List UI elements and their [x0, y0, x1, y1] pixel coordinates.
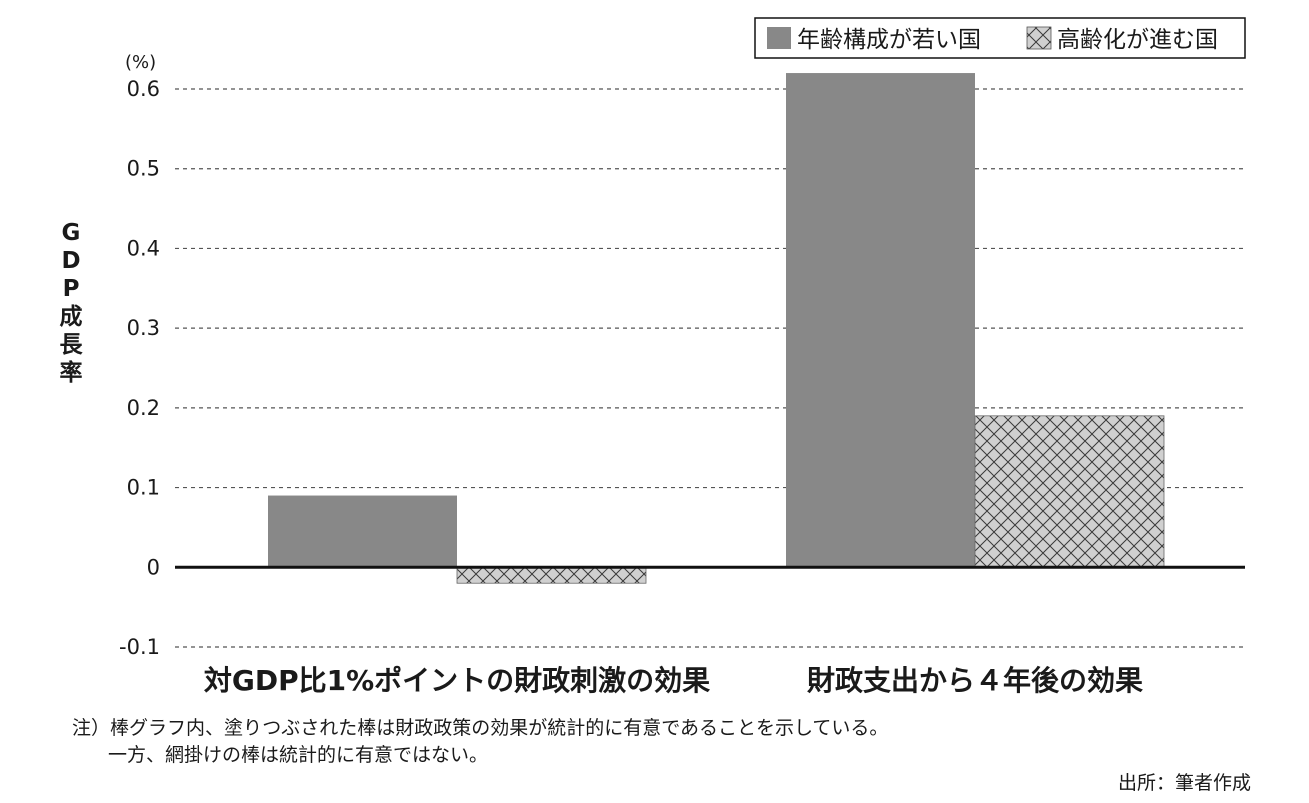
y-tick-label: 0.4 [127, 236, 160, 260]
y-axis-label-char: G [62, 220, 81, 246]
y-axis-label-char: 長 [60, 332, 84, 358]
y-axis-label-char: 成 [60, 304, 83, 330]
y-tick-label: 0.5 [127, 157, 160, 181]
y-axis-label-char: D [61, 248, 80, 274]
y-tick-label: 0.2 [127, 396, 160, 420]
y-tick-label: 0.3 [127, 316, 160, 340]
y-unit-label: (%) [125, 52, 156, 73]
legend-label-young: 年齢構成が若い国 [797, 27, 981, 53]
bars [268, 73, 1165, 584]
legend-swatch-young [767, 27, 791, 49]
legend-frame [754, 17, 1246, 59]
y-axis-label-char: 率 [60, 359, 83, 386]
y-tick-labels: 0.6 0.5 0.4 0.3 0.2 0.1 0 -0.1 [119, 77, 160, 659]
category-labels: 対GDP比1%ポイントの財政刺激の効果 財政支出から４年後の効果 [204, 664, 1143, 697]
bar-young-2 [786, 73, 975, 568]
bar-aging-2 [974, 415, 1165, 568]
note-line-2: 一方、網掛けの棒は統計的に有意ではない。 [108, 744, 489, 766]
category-label: 財政支出から４年後の効果 [807, 664, 1143, 697]
bar-aging-1 [456, 566, 647, 584]
legend-swatch-aging [1026, 26, 1052, 50]
y-tick-label: 0.1 [127, 476, 160, 500]
category-label: 対GDP比1%ポイントの財政刺激の効果 [204, 664, 710, 697]
bar-young-1 [268, 495, 457, 568]
legend-label-aging: 高齢化が進む国 [1057, 27, 1218, 53]
y-tick-label: -0.1 [119, 635, 160, 659]
y-tick-label: 0 [147, 555, 160, 579]
source-credit: 出所：筆者作成 [1117, 772, 1251, 794]
note-line-1: 注）棒グラフ内、塗りつぶされた棒は財政政策の効果が統計的に有意であることを示して… [72, 717, 889, 739]
y-tick-label: 0.6 [127, 77, 160, 101]
y-axis-label-char: P [63, 276, 80, 302]
legend: 年齢構成が若い国 高齢化が進む国 [754, 17, 1246, 59]
